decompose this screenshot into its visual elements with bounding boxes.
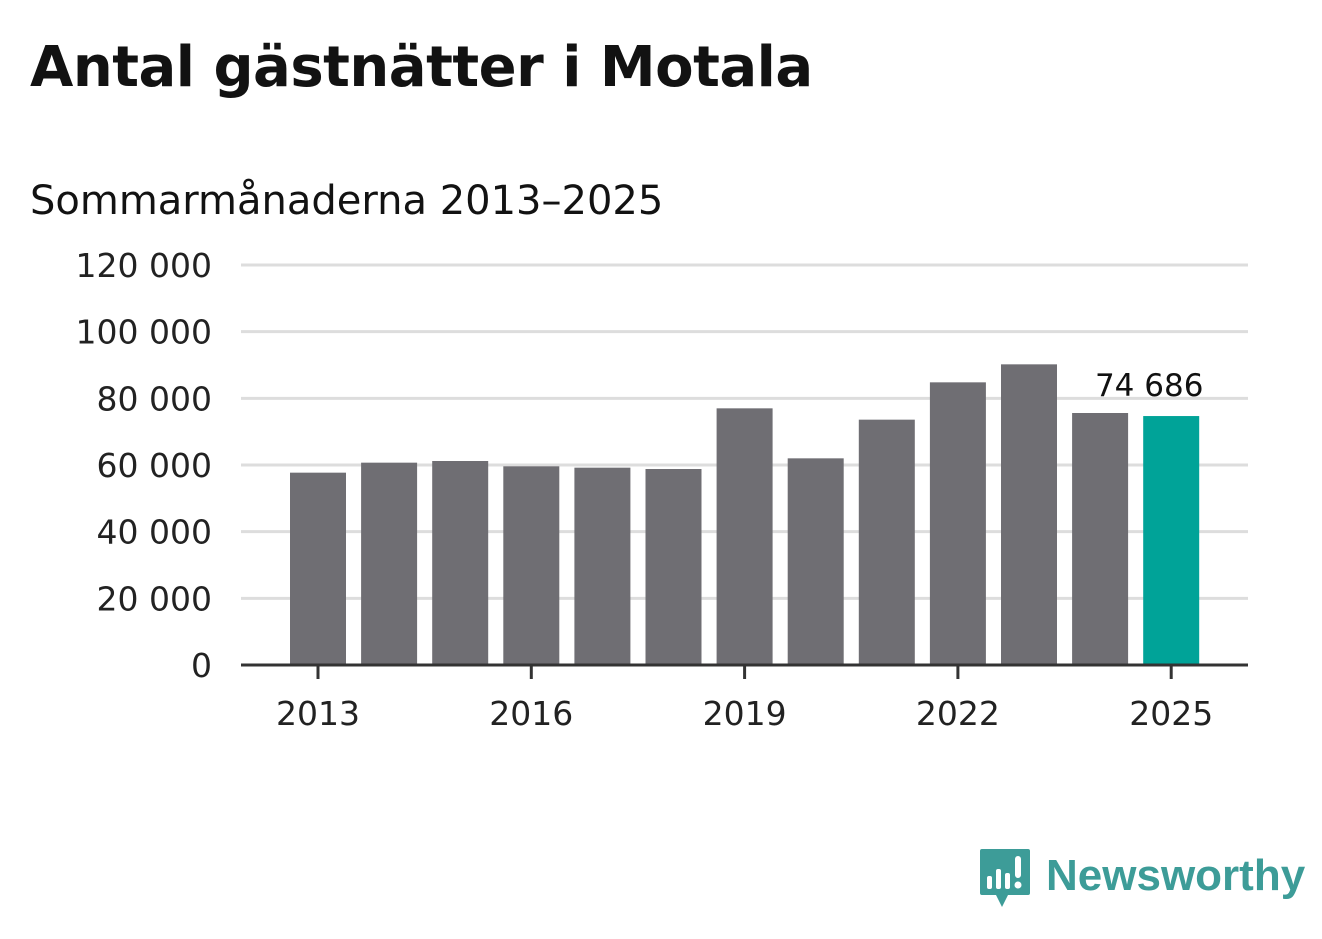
bar	[929, 382, 986, 665]
x-tick-label: 2016	[489, 694, 573, 733]
bar	[1143, 416, 1200, 665]
y-tick-label: 20 000	[97, 579, 212, 618]
brand-name: Newsworthy	[1046, 851, 1306, 900]
y-tick-label: 80 000	[97, 379, 212, 418]
bar	[787, 458, 844, 665]
bar	[1001, 364, 1057, 665]
x-tick-label: 2019	[703, 694, 787, 733]
y-tick-label: 100 000	[76, 313, 212, 352]
data-label: 74 686	[1095, 368, 1203, 404]
bar	[574, 467, 631, 665]
newsworthy-chart-bubble-icon	[980, 849, 1030, 907]
newsworthy-logo: Newsworthy	[980, 848, 1305, 912]
bar	[503, 466, 560, 665]
bar	[361, 462, 418, 665]
bar	[1072, 413, 1129, 665]
x-tick-label: 2025	[1129, 694, 1213, 733]
bar	[716, 408, 773, 665]
bar	[645, 469, 702, 665]
y-tick-label: 0	[191, 646, 212, 685]
y-tick-label: 60 000	[97, 446, 212, 485]
y-tick-label: 120 000	[76, 246, 212, 285]
bar	[432, 461, 489, 665]
chart-subtitle: Sommarmånaderna 2013–2025	[30, 178, 664, 224]
y-tick-label: 40 000	[97, 513, 212, 552]
chart-title: Antal gästnätter i Motala	[30, 35, 813, 100]
x-tick-label: 2013	[276, 694, 360, 733]
x-tick-label: 2022	[916, 694, 1000, 733]
bar	[290, 472, 346, 665]
bar	[858, 419, 915, 665]
